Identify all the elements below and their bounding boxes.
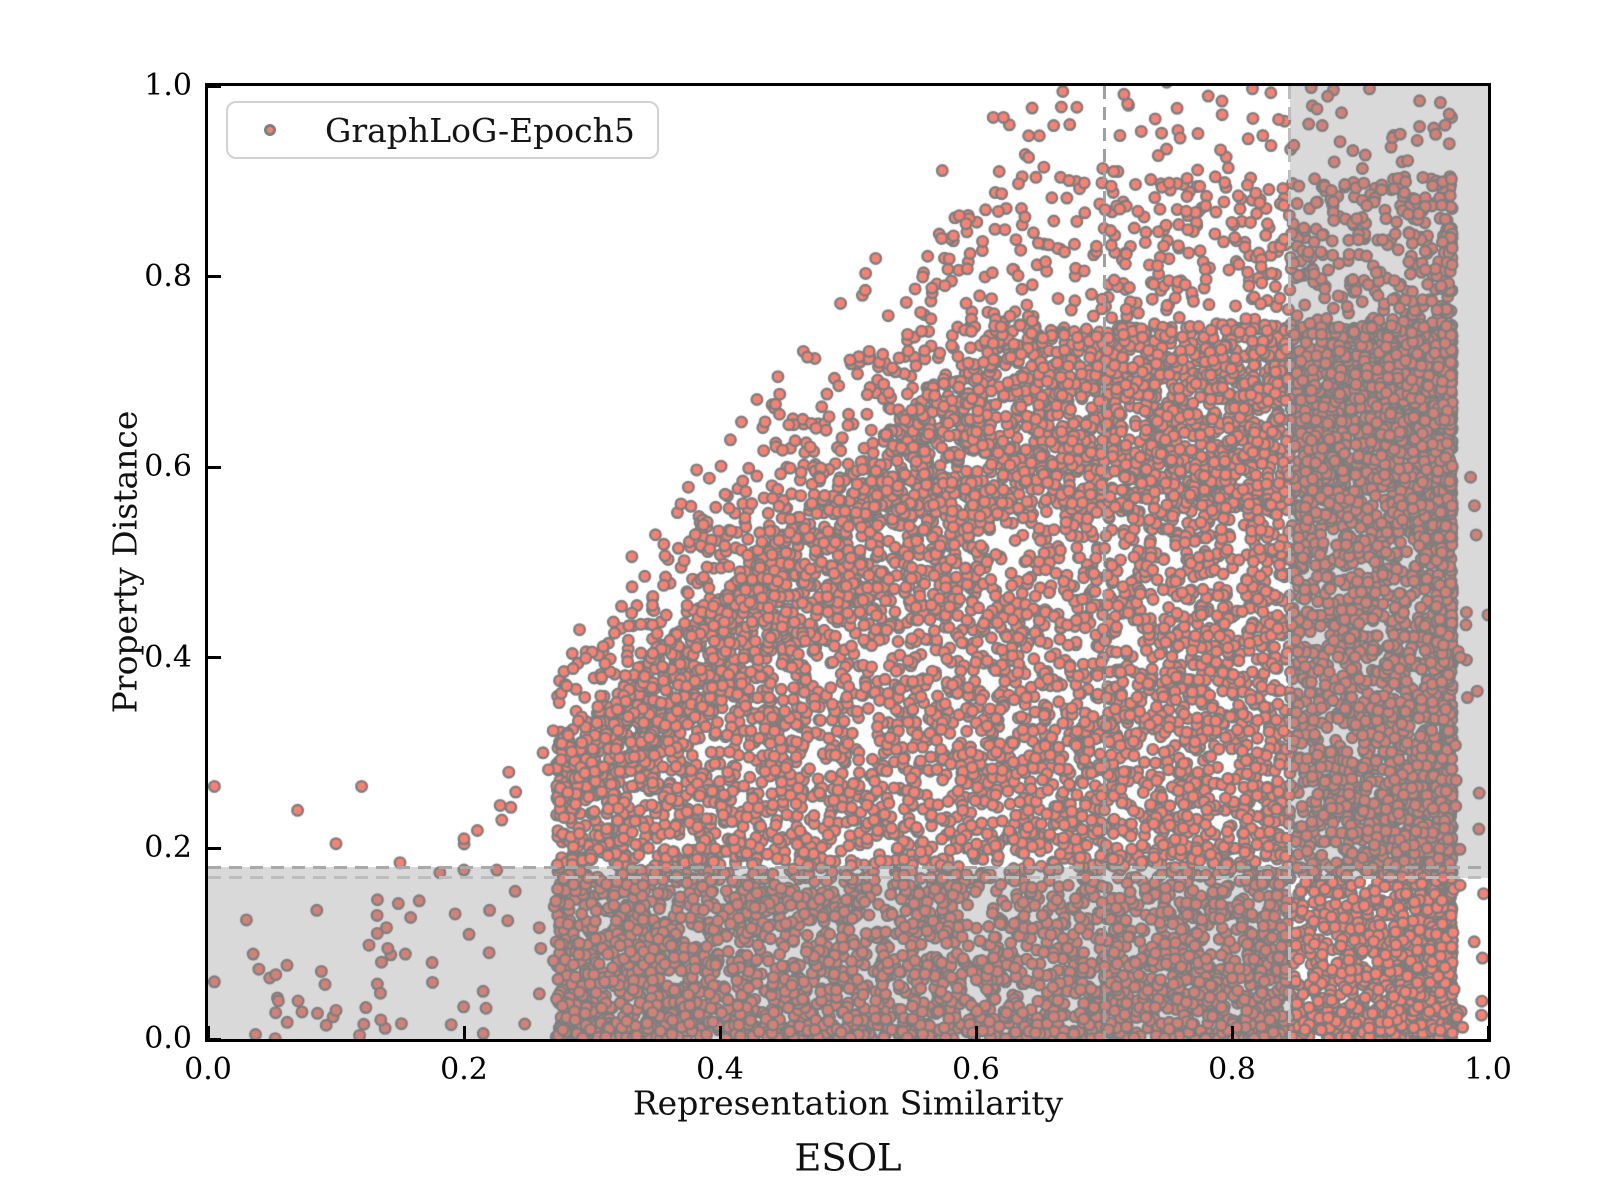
y-axis-label: Property Distance	[105, 410, 145, 714]
shaded-region-high-similarity	[1289, 86, 1488, 878]
legend-scatter-marker-icon	[264, 124, 276, 136]
y-tick-mark-5	[208, 86, 221, 88]
legend-label: GraphLoG-Epoch5	[325, 110, 635, 150]
y-tick-label-5: 1.0	[144, 67, 192, 103]
x-tick-label-0: 0.0	[184, 1052, 232, 1087]
y-tick-label-2: 0.4	[144, 639, 192, 675]
y-tick-label-3: 0.6	[144, 448, 192, 484]
x-tick-label-4: 0.8	[1208, 1052, 1256, 1087]
y-tick-label-4: 0.8	[144, 258, 192, 294]
shaded-region-low-distance	[208, 867, 1290, 1039]
legend-box: GraphLoG-Epoch5	[226, 101, 659, 159]
x-tick-label-5: 1.0	[1464, 1052, 1512, 1087]
threshold-line-horizontal-1	[208, 876, 1488, 880]
x-axis-label: Representation Similarity	[632, 1083, 1064, 1123]
x-tick-mark-5	[1486, 1026, 1488, 1039]
plot-area	[208, 86, 1488, 1039]
x-tick-mark-0	[208, 1026, 210, 1039]
y-tick-mark-1	[208, 846, 221, 850]
threshold-line-vertical-0	[1102, 86, 1106, 1039]
x-tick-mark-3	[974, 1026, 978, 1039]
y-tick-mark-3	[208, 465, 221, 469]
y-tick-mark-0	[208, 1037, 221, 1039]
x-tick-label-2: 0.4	[696, 1052, 744, 1087]
y-tick-label-0: 0.0	[144, 1020, 192, 1056]
y-tick-label-1: 0.2	[144, 829, 192, 865]
threshold-line-horizontal-0	[208, 865, 1488, 869]
scatter-points-canvas	[208, 86, 1488, 1039]
chart-title: ESOL	[794, 1136, 902, 1180]
x-tick-mark-1	[462, 1026, 466, 1039]
y-tick-mark-2	[208, 656, 221, 660]
x-tick-label-3: 0.6	[952, 1052, 1000, 1087]
x-tick-label-1: 0.2	[440, 1052, 488, 1087]
y-tick-mark-4	[208, 275, 221, 279]
x-tick-mark-2	[718, 1026, 722, 1039]
x-tick-mark-4	[1230, 1026, 1234, 1039]
threshold-line-vertical-1	[1288, 86, 1292, 1039]
